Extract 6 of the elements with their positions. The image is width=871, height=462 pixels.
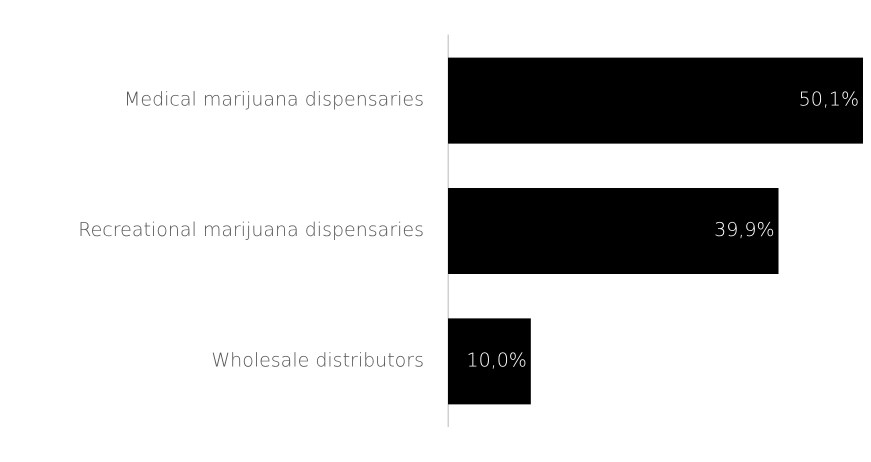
data-label: 50,1% [798, 88, 859, 111]
y-tick-label: Wholesale distributors [211, 349, 424, 372]
y-tick-label: Recreational marijuana dispensaries [78, 218, 424, 241]
data-label: 10,0% [466, 349, 527, 372]
y-tick-label: Medical marijuana dispensaries [124, 88, 424, 111]
data-label: 39,9% [714, 218, 775, 241]
